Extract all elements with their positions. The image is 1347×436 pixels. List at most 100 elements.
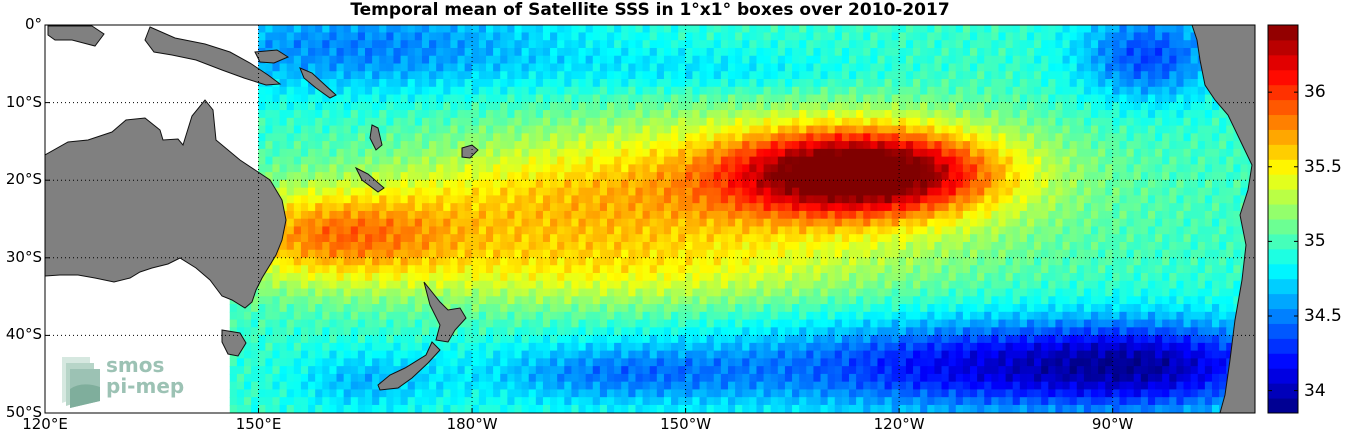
sss-cell (329, 280, 338, 290)
sss-cell (977, 47, 985, 57)
sss-cell (1155, 179, 1163, 189)
sss-cell (863, 148, 871, 158)
sss-cell (336, 32, 345, 41)
sss-cell (656, 40, 665, 49)
sss-cell (913, 249, 921, 259)
sss-cell (628, 25, 637, 34)
sss-cell (592, 63, 601, 72)
sss-cell (998, 265, 1007, 274)
sss-cell (977, 265, 985, 274)
sss-cell (421, 117, 430, 127)
sss-cell (606, 133, 615, 142)
sss-cell (421, 148, 430, 158)
sss-cell (308, 125, 316, 134)
sss-cell (308, 133, 316, 142)
sss-cell (834, 79, 843, 88)
sss-cell (920, 25, 928, 34)
sss-cell (1069, 102, 1078, 111)
sss-cell (599, 226, 608, 235)
sss-cell (1062, 156, 1071, 165)
sss-cell (1140, 234, 1149, 243)
sss-cell (1140, 172, 1149, 181)
sss-cell (599, 265, 608, 274)
sss-cell (1083, 141, 1092, 150)
sss-cell (663, 265, 672, 274)
sss-cell (514, 55, 523, 65)
sss-cell (592, 94, 601, 103)
sss-cell (799, 241, 807, 251)
sss-cell (941, 63, 950, 72)
sss-cell (649, 141, 658, 150)
sss-cell (1019, 133, 1028, 142)
sss-cell (308, 164, 316, 173)
sss-cell (500, 249, 508, 259)
sss-cell (372, 164, 380, 173)
sss-cell (464, 125, 473, 134)
sss-cell (1005, 210, 1014, 220)
sss-cell (1204, 125, 1213, 134)
sss-cell (934, 79, 943, 88)
sss-cell (585, 288, 594, 297)
sss-cell (820, 249, 829, 259)
sss-cell (1219, 179, 1227, 189)
sss-cell (336, 257, 345, 266)
sss-cell (720, 102, 729, 111)
sss-cell (863, 241, 871, 251)
sss-cell (1240, 195, 1249, 204)
sss-cell (656, 164, 665, 173)
sss-cell (870, 164, 879, 173)
sss-cell (1048, 117, 1057, 127)
sss-cell (542, 172, 551, 181)
sss-cell (1012, 32, 1021, 41)
sss-cell (813, 164, 822, 173)
sss-cell (1062, 86, 1071, 96)
sss-cell (870, 47, 879, 57)
sss-cell (364, 187, 373, 197)
sss-cell (656, 102, 665, 111)
sss-cell (884, 288, 893, 297)
sss-cell (272, 172, 281, 181)
sss-cell (1005, 117, 1014, 127)
sss-cell (749, 203, 758, 212)
sss-cell (393, 249, 402, 259)
sss-cell (984, 288, 992, 297)
sss-cell (806, 179, 815, 189)
sss-cell (863, 133, 871, 142)
sss-cell (713, 280, 722, 290)
sss-cell (891, 280, 900, 290)
sss-cell (1147, 257, 1156, 266)
sss-cell (784, 47, 793, 57)
sss-cell (443, 102, 452, 111)
sss-cell (621, 125, 629, 134)
sss-cell (941, 47, 950, 57)
sss-cell (308, 110, 316, 119)
sss-cell (777, 63, 786, 72)
sss-cell (1147, 203, 1156, 212)
sss-cell (727, 148, 736, 158)
sss-cell (1069, 32, 1078, 41)
sss-cell (663, 25, 672, 34)
sss-cell (315, 234, 323, 243)
sss-cell (521, 273, 530, 282)
sss-cell (585, 249, 594, 259)
sss-cell (735, 156, 743, 165)
sss-cell (663, 40, 672, 49)
sss-cell (806, 226, 815, 235)
sss-cell (984, 226, 992, 235)
sss-cell (834, 234, 843, 243)
sss-cell (379, 148, 387, 158)
sss-cell (969, 179, 978, 189)
sss-cell (386, 71, 395, 80)
sss-cell (457, 79, 466, 88)
sss-cell (450, 172, 459, 181)
sss-cell (841, 203, 850, 212)
sss-cell (1126, 47, 1135, 57)
sss-cell (671, 25, 679, 34)
sss-cell (1176, 226, 1185, 235)
sss-cell (792, 249, 800, 259)
sss-cell (799, 133, 807, 142)
sss-cell (599, 25, 608, 34)
sss-cell (998, 288, 1007, 297)
sss-cell (1055, 148, 1064, 158)
sss-cell (350, 32, 359, 41)
